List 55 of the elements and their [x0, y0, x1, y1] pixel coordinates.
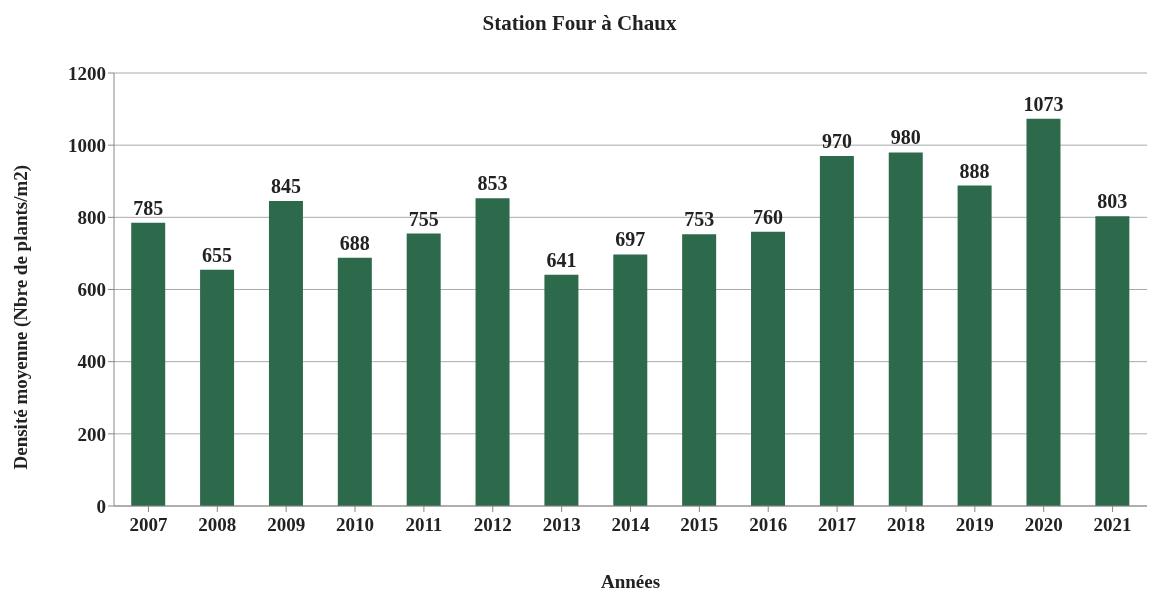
data-label: 803 — [1097, 190, 1128, 213]
bar — [268, 201, 303, 506]
data-label: 980 — [890, 126, 921, 149]
x-tick-label: 2008 — [198, 514, 237, 536]
x-tick-label: 2013 — [542, 514, 581, 536]
x-tick-label: 2012 — [473, 514, 512, 536]
bar — [131, 222, 166, 506]
y-tick-label: 1000 — [68, 134, 106, 156]
x-axis-title: Années — [600, 571, 661, 592]
bar — [957, 185, 992, 506]
data-label: 655 — [202, 243, 233, 266]
data-label: 845 — [270, 175, 301, 198]
data-label: 697 — [615, 228, 646, 251]
data-label: 753 — [684, 208, 715, 231]
x-tick-label: 2021 — [1093, 514, 1132, 536]
data-label: 1073 — [1023, 92, 1064, 115]
y-tick-label: 200 — [77, 423, 106, 445]
bar — [1026, 118, 1061, 506]
x-tick-label: 2015 — [680, 514, 719, 536]
data-label: 970 — [821, 129, 852, 152]
bar — [475, 198, 510, 506]
data-label: 785 — [133, 196, 164, 219]
data-label: 641 — [546, 248, 577, 271]
data-label: 688 — [339, 231, 370, 254]
x-tick-label: 2007 — [129, 514, 168, 536]
x-tick-label: 2020 — [1024, 514, 1063, 536]
data-label: 888 — [959, 159, 990, 182]
y-tick-label: 0 — [96, 495, 106, 517]
bar — [200, 269, 235, 506]
bar — [337, 257, 372, 506]
x-tick-label: 2011 — [405, 514, 443, 536]
bar — [819, 155, 854, 506]
bar — [613, 254, 648, 506]
x-tick-label: 2016 — [749, 514, 788, 536]
bar — [544, 274, 579, 506]
chart-title: Station Four à Chaux — [481, 10, 678, 37]
y-tick-label: 600 — [77, 279, 106, 301]
bar — [682, 234, 717, 506]
data-label: 755 — [408, 207, 439, 230]
x-tick-label: 2019 — [955, 514, 994, 536]
bar — [1095, 216, 1130, 506]
data-label: 760 — [753, 205, 784, 228]
data-label: 853 — [477, 172, 508, 195]
x-tick-label: 2018 — [886, 514, 925, 536]
x-tick-label: 2010 — [336, 514, 375, 536]
y-tick-label: 800 — [77, 207, 106, 229]
x-tick-label: 2014 — [611, 514, 650, 536]
x-tick-label: 2009 — [267, 514, 306, 536]
bar — [406, 233, 441, 506]
y-tick-label: 1200 — [68, 62, 106, 84]
y-axis-title: Densité moyenne (Nbre de plants/m2) — [9, 164, 32, 470]
y-tick-label: 400 — [77, 351, 106, 373]
bar — [751, 231, 786, 506]
bar — [888, 152, 923, 506]
x-tick-label: 2017 — [818, 514, 857, 536]
